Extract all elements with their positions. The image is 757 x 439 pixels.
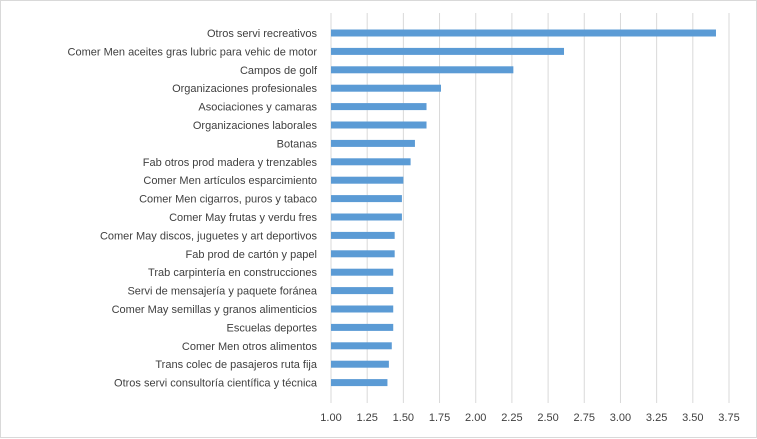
category-label: Trab carpintería en construcciones [148,267,317,279]
bar [331,342,392,350]
x-tick-label: 1.75 [429,412,450,424]
bar [331,195,402,203]
bar [331,47,565,55]
category-label: Otros servi consultoría científica y téc… [114,378,318,390]
category-label: Comer May frutas y verdu fres [169,212,317,224]
bar [331,323,394,331]
bar [331,121,427,129]
x-axis-tick-labels: 1.00 1.25 1.50 1.75 2.00 2.25 2.50 2.75 3.00 3.25… [320,412,739,424]
x-tick-label: 3.75 [718,412,739,424]
x-tick-label: 3.00 [610,412,631,424]
category-label: Comer Men aceites gras lubric para vehic… [68,46,318,58]
bar [331,305,394,313]
category-label: Escuelas deportes [227,322,318,334]
bar [331,250,395,258]
x-tick-label: 2.75 [574,412,595,424]
x-tick-label: 2.00 [465,412,486,424]
category-label: Botanas [277,138,318,150]
bar [331,213,402,221]
x-tick-label: 3.25 [646,412,667,424]
category-label: Comer May semillas y granos alimenticios [112,304,318,316]
category-label: Campos de golf [240,65,318,77]
x-tick-label: 1.25 [356,412,377,424]
category-label: Organizaciones laborales [193,120,318,132]
bar [331,139,415,147]
x-tick-label: 3.50 [682,412,703,424]
bars [331,29,716,387]
bar [331,158,411,166]
gridlines [330,13,730,403]
x-tick-label: 1.50 [393,412,414,424]
category-label: Trans colec de pasajeros ruta fija [155,359,317,371]
bar [331,66,514,74]
category-label: Servi de mensajería y paquete foránea [127,286,317,298]
bar [331,84,441,92]
bar [331,231,395,239]
category-label: Comer Men cigarros, puros y tabaco [139,194,317,206]
category-label: Comer May discos, juguetes y art deporti… [100,230,318,242]
bar [331,176,404,184]
category-label: Comer Men artículos esparcimiento [143,175,317,187]
category-labels: Otros servi recreativos Comer Men aceites… [68,28,318,390]
bar [331,29,716,37]
x-tick-label: 2.25 [501,412,522,424]
bar [331,268,394,276]
x-tick-label: 2.50 [537,412,558,424]
category-label: Comer Men otros alimentos [182,341,318,353]
category-label: Fab otros prod madera y trenzables [143,157,318,169]
x-tick-label: 1.00 [320,412,341,424]
bar [331,103,427,111]
bar [331,360,389,368]
category-label: Otros servi recreativos [207,28,318,40]
bar [331,287,394,295]
bar [331,379,388,387]
category-label: Asociaciones y camaras [198,102,317,114]
category-label: Organizaciones profesionales [172,83,317,95]
category-label: Fab prod de cartón y papel [186,249,317,261]
